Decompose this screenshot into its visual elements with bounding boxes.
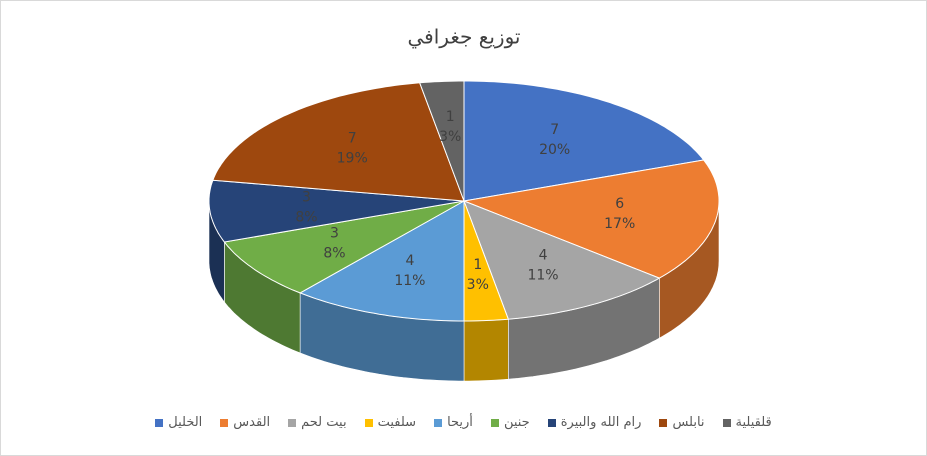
slice [462, 159, 720, 279]
legend-swatch [659, 418, 668, 427]
data-label-percent: 3% [439, 129, 461, 145]
slice [208, 179, 465, 243]
legend-swatch [220, 418, 229, 427]
legend-label: القدس [233, 415, 271, 430]
data-label-value: 4 [539, 247, 548, 263]
legend-swatch [722, 418, 731, 427]
data-label-percent: 20% [539, 142, 570, 158]
legend-swatch [155, 418, 164, 427]
legend-item: أريحا [434, 415, 473, 430]
data-label-value: 1 [446, 109, 455, 125]
data-label-value: 1 [473, 257, 482, 273]
legend-item: جنين [490, 415, 530, 430]
chart: توزيع جغرافي 7 20% 6 17% 4 11% 1 3% 4 11% 3 8% 3 8% 7 1… [208, 25, 720, 382]
data-label-percent: 3% [467, 277, 489, 293]
slice [223, 200, 465, 294]
data-label-percent: 17% [604, 216, 635, 232]
legend-label: رام الله والبيرة [560, 415, 642, 430]
data-label-percent: 8% [323, 246, 345, 262]
legend-item: سلفيت [364, 415, 417, 430]
data-label-percent: 11% [394, 273, 425, 289]
slice [298, 200, 465, 322]
data-label-value: 7 [348, 130, 357, 146]
legend-label: سلفيت [377, 415, 417, 430]
legend-swatch [364, 418, 373, 427]
slice [463, 80, 705, 202]
slice [463, 200, 661, 320]
data-label-value: 7 [550, 122, 559, 138]
legend-item: نابلس [659, 415, 705, 430]
legend-swatch [490, 418, 499, 427]
data-label-value: 3 [302, 189, 311, 205]
slice [212, 82, 465, 202]
legend-label: أريحا [447, 415, 473, 430]
legend-swatch [547, 418, 556, 427]
legend-label: نابلس [672, 415, 705, 430]
legend-swatch [288, 418, 297, 427]
chart-title: توزيع جغرافي [408, 25, 521, 50]
slice [418, 80, 465, 202]
legend-label: بيت لحم [301, 415, 347, 430]
data-label-percent: 19% [337, 150, 368, 166]
legend-item: الخليل [155, 415, 202, 430]
legend-label: الخليل [168, 415, 203, 430]
legend-item: رام الله والبيرة [547, 415, 642, 430]
legend-swatch [434, 418, 443, 427]
data-label-value: 6 [615, 196, 624, 212]
legend-item: قلقيلية [722, 415, 772, 430]
data-label-percent: 8% [295, 209, 317, 225]
legend-item: بيت لحم [288, 415, 347, 430]
slice [463, 200, 510, 322]
data-label-percent: 11% [527, 267, 558, 283]
legend-label: جنين [503, 415, 530, 430]
legend-label: قلقيلية [735, 415, 772, 430]
legend-item: القدس [220, 415, 270, 430]
slice-side [463, 318, 509, 382]
legend: الخليل القدس بيت لحم سلفيت أريحا جنين رام الله… [1, 415, 926, 430]
data-label-value: 4 [405, 253, 414, 269]
data-label-value: 3 [330, 226, 339, 242]
